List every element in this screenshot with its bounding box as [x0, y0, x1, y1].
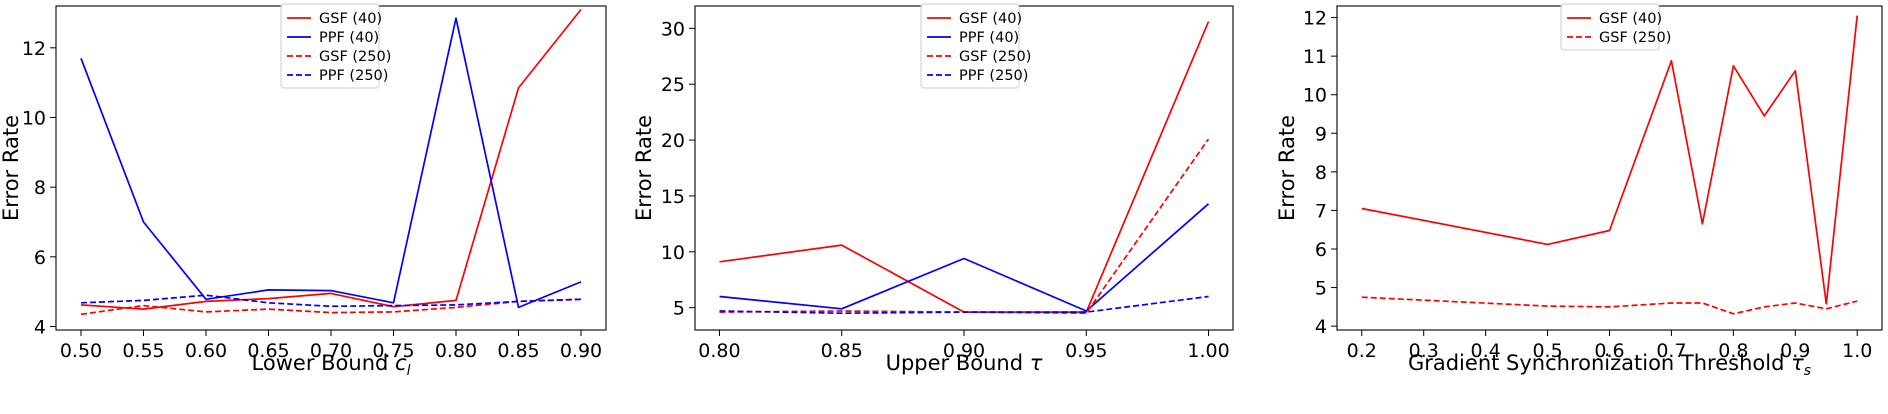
- x-tick-label: 0.7: [1656, 340, 1686, 362]
- x-tick-label: 0.5: [1532, 340, 1562, 362]
- y-tick-label: 6: [34, 247, 46, 269]
- x-tick-label: 0.70: [310, 340, 352, 362]
- y-tick-label: 4: [34, 317, 46, 339]
- y-tick-label: 4: [1315, 316, 1327, 338]
- x-axis-label: Lower Bound cl: [252, 351, 411, 379]
- legend-label: GSF (40): [959, 11, 1022, 27]
- legend-box: [280, 3, 380, 89]
- x-tick-label: 0.3: [1409, 340, 1439, 362]
- x-tick-label: 0.65: [247, 340, 289, 362]
- x-tick-label: 0.2: [1347, 340, 1377, 362]
- legend: GSF (40) PPF (40) GSF (250) PPF (250): [920, 3, 1031, 89]
- x-tick-label: 0.55: [122, 340, 164, 362]
- series-line-gsf-40: [80, 8, 582, 310]
- y-axis-label: Error Rate: [0, 115, 23, 221]
- x-tick-label: 0.85: [821, 340, 863, 362]
- series-group: [80, 8, 582, 316]
- y-tick-label: 5: [1315, 278, 1327, 300]
- x-tick-label: 1.00: [1187, 340, 1229, 362]
- y-tick-label: 7: [1315, 200, 1327, 222]
- y-tick-label: 25: [661, 74, 685, 96]
- x-tick-label: 0.85: [497, 340, 539, 362]
- series-group: [1361, 15, 1859, 315]
- x-tick-label: 0.4: [1471, 340, 1501, 362]
- x-axis-label: Gradient Synchronization Threshold τs: [1408, 351, 1811, 379]
- x-tick-label: 0.50: [60, 340, 102, 362]
- legend-box: [1560, 3, 1660, 51]
- y-tick-label: 12: [22, 38, 46, 60]
- chart-panel-1: 0.50 0.55 0.60 0.65 0.70 0.75 0.80 0.85 0.90 4 6 8 1…: [0, 3, 607, 379]
- y-tick-label: 6: [1315, 239, 1327, 261]
- y-tick-label: 30: [661, 18, 685, 40]
- legend-label: GSF (250): [319, 49, 391, 65]
- legend-box: [920, 3, 1020, 89]
- legend-label: GSF (250): [1599, 30, 1671, 46]
- legend: GSF (40) GSF (250): [1560, 3, 1671, 51]
- series-group: [719, 21, 1210, 315]
- x-tick-label: 0.75: [372, 340, 414, 362]
- chart-panel-3: 0.2 0.3 0.4 0.5 0.6 0.7 0.8 0.9 1.0 4 5 6 7 8 9 10 11 12 G…: [1275, 3, 1883, 379]
- axes-frame: [1336, 5, 1883, 331]
- y-tick-label: 15: [661, 186, 685, 208]
- y-axis-label: Error Rate: [632, 115, 656, 221]
- x-tick-label: 0.80: [698, 340, 740, 362]
- x-axis-label: Upper Bound τ: [886, 351, 1043, 375]
- y-tick-label: 9: [1315, 123, 1327, 145]
- y-axis-label: Error Rate: [1275, 115, 1299, 221]
- legend-label: PPF (250): [959, 68, 1028, 84]
- x-tick-label: 0.90: [943, 340, 985, 362]
- series-line-gsf-250: [719, 138, 1210, 315]
- y-tick-label: 20: [661, 130, 685, 152]
- y-tick-label: 8: [1315, 162, 1327, 184]
- x-tick-label: 0.6: [1594, 340, 1624, 362]
- y-tick-label: 11: [1303, 46, 1327, 68]
- legend-label: GSF (250): [959, 49, 1031, 65]
- y-tick-label: 10: [22, 107, 46, 129]
- series-line-ppf-40: [80, 17, 582, 309]
- x-tick-label: 0.8: [1718, 340, 1748, 362]
- series-line-ppf-40: [719, 203, 1210, 312]
- legend-label: GSF (40): [319, 11, 382, 27]
- chart-panel-2: 0.80 0.85 0.90 0.95 1.00 5 10 15 20 25 30 Upper Bou…: [632, 3, 1234, 375]
- series-line-gsf-250: [1361, 296, 1858, 315]
- y-tick-label: 10: [661, 242, 685, 264]
- series-line-ppf-250: [80, 294, 582, 308]
- legend-label: GSF (40): [1599, 11, 1662, 27]
- legend-label: PPF (40): [959, 30, 1019, 46]
- y-tick-label: 5: [673, 298, 685, 320]
- x-tick-label: 1.0: [1842, 340, 1872, 362]
- legend-label: PPF (250): [319, 68, 388, 84]
- legend: GSF (40) PPF (40) GSF (250) PPF (250): [280, 3, 391, 89]
- x-tick-label: 0.9: [1780, 340, 1810, 362]
- y-tick-label: 12: [1303, 8, 1327, 30]
- y-tick-label: 8: [34, 177, 46, 199]
- x-tick-label: 0.80: [435, 340, 477, 362]
- x-tick-label: 0.60: [185, 340, 227, 362]
- series-line-ppf-250: [719, 295, 1209, 315]
- legend-label: PPF (40): [319, 30, 379, 46]
- x-tick-label: 0.90: [560, 340, 602, 362]
- y-tick-label: 10: [1303, 85, 1327, 107]
- x-tick-label: 0.95: [1065, 340, 1107, 362]
- series-line-gsf-40: [1361, 15, 1859, 305]
